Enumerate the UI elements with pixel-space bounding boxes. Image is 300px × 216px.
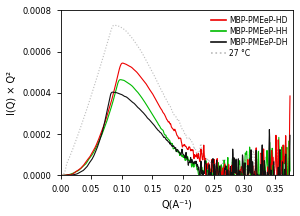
X-axis label: Q(A⁻¹): Q(A⁻¹) bbox=[161, 199, 192, 209]
Y-axis label: I(Q) × Q²: I(Q) × Q² bbox=[7, 71, 17, 115]
Legend: MBP-PMEeP-HD, MBP-PMEeP-HH, MBP-PMEeP-DH, 27 °C: MBP-PMEeP-HD, MBP-PMEeP-HH, MBP-PMEeP-DH… bbox=[209, 14, 289, 59]
